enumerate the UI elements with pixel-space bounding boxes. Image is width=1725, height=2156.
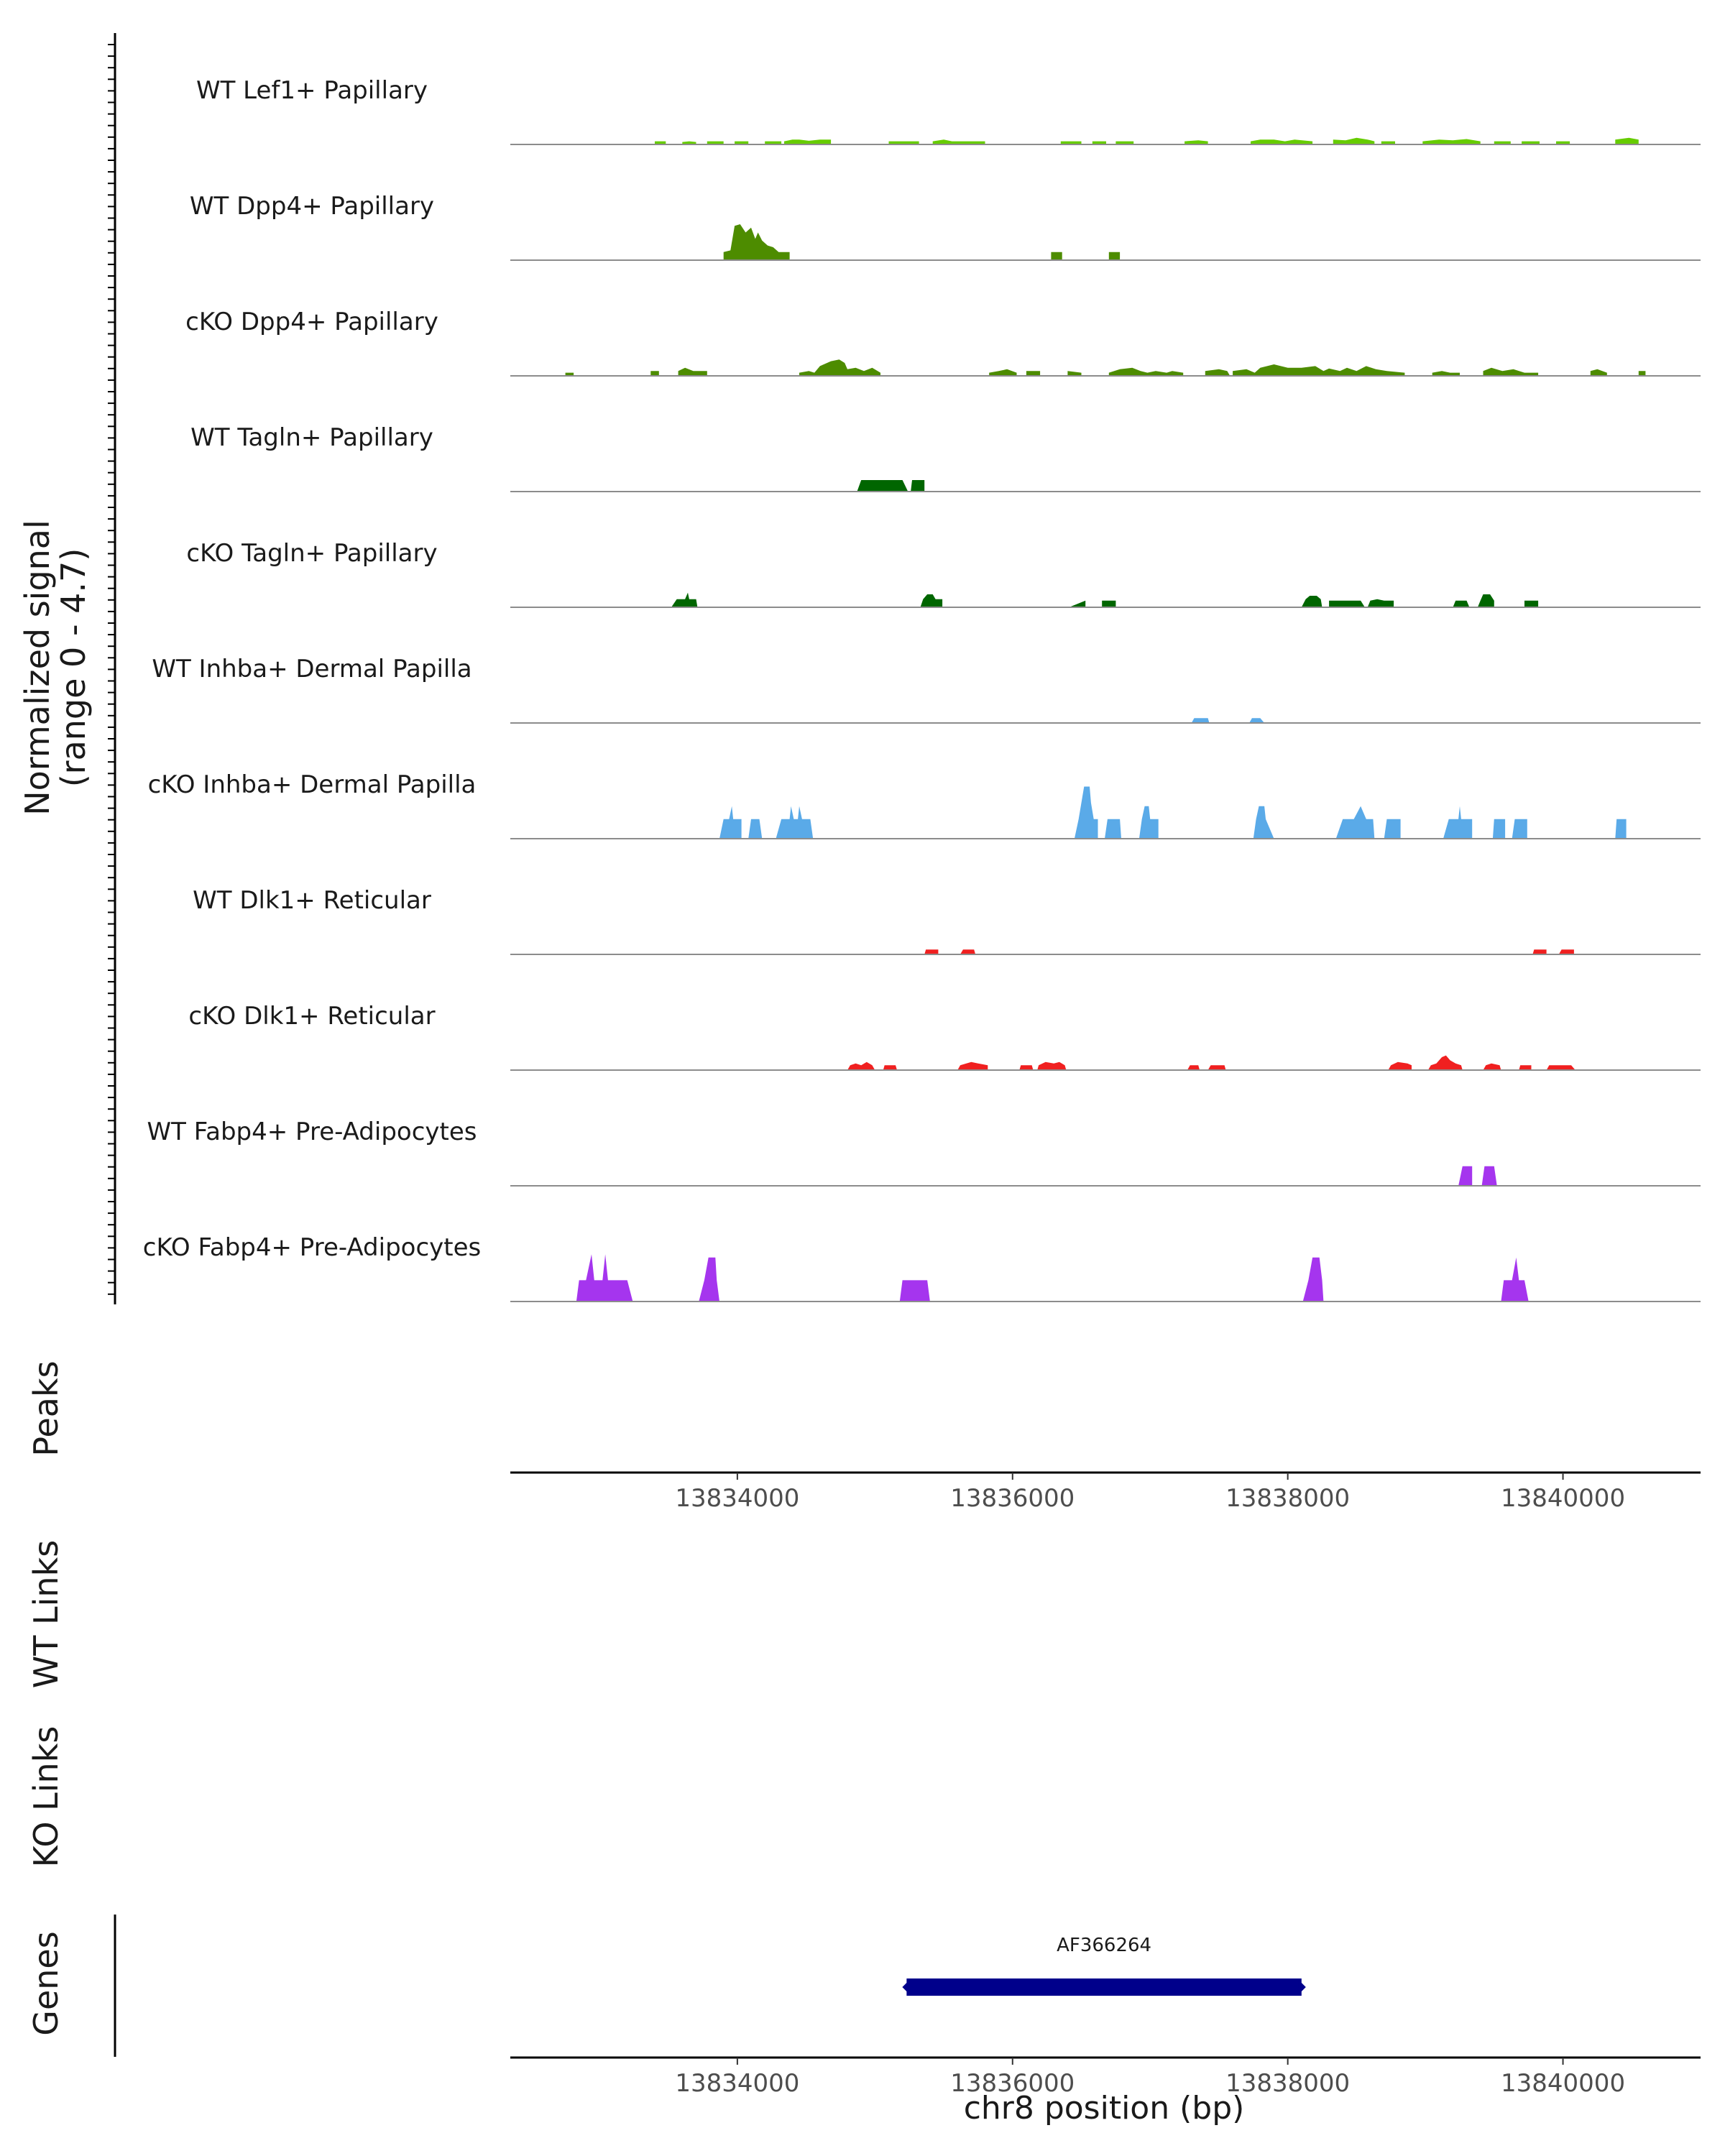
signal-area	[723, 224, 1121, 260]
signal-area	[847, 1055, 1576, 1070]
track-label: cKO Dpp4+ Papillary	[185, 308, 438, 336]
track-3: WT Tagln+ Papillary	[190, 423, 1701, 492]
gene-end-marker	[1298, 1980, 1306, 1994]
gene-body	[906, 1978, 1302, 1996]
signal-area	[719, 786, 1627, 839]
track-4: cKO Tagln+ Papillary	[186, 539, 1701, 608]
track-5: WT Inhba+ Dermal Papilla	[152, 655, 1701, 724]
track-label: cKO Fabp4+ Pre-Adipocytes	[143, 1233, 482, 1262]
gene-0: AF366264	[902, 1935, 1306, 1996]
track-label: WT Dpp4+ Papillary	[190, 192, 434, 221]
signal-area	[565, 359, 1646, 376]
track-1: WT Dpp4+ Papillary	[190, 192, 1701, 261]
gene-start-marker	[902, 1980, 910, 1994]
track-label: WT Tagln+ Papillary	[190, 423, 433, 452]
signal-area	[671, 592, 1539, 607]
peaks-panel-label: Peaks	[27, 1360, 65, 1456]
track-6: cKO Inhba+ Dermal Papilla	[148, 770, 1701, 839]
peaks-x-axis: 13834000 13836000 13838000 13840000	[510, 1471, 1701, 1513]
track-10: cKO Fabp4+ Pre-Adipocytes	[143, 1233, 1701, 1302]
track-label: cKO Inhba+ Dermal Papilla	[148, 770, 477, 799]
signal-area	[1191, 718, 1265, 723]
signal-area	[1458, 1166, 1497, 1186]
track-9: WT Fabp4+ Pre-Adipocytes	[147, 1118, 1701, 1187]
track-2: cKO Dpp4+ Papillary	[185, 308, 1701, 377]
signal-area	[924, 949, 1574, 954]
peaks-x-tick-label: 13840000	[1501, 1484, 1625, 1513]
ko-links-panel-label: KO Links	[27, 1726, 65, 1868]
track-8: cKO Dlk1+ Reticular	[188, 1002, 1701, 1071]
signal-area	[655, 137, 1639, 144]
genes-x-axis: 13834000 13836000 13838000 13840000	[510, 2056, 1701, 2098]
genes-x-tick-label: 13834000	[675, 2069, 799, 2098]
genes-panel-label: Genes	[27, 1931, 65, 2035]
gene-label: AF366264	[1057, 1935, 1151, 1956]
track-label: WT Lef1+ Papillary	[196, 76, 428, 105]
track-label: WT Fabp4+ Pre-Adipocytes	[147, 1118, 477, 1146]
track-label: cKO Dlk1+ Reticular	[188, 1002, 435, 1031]
peaks-x-tick-label: 13834000	[675, 1484, 799, 1513]
signal-area	[576, 1254, 1529, 1302]
track-label: WT Dlk1+ Reticular	[193, 886, 431, 915]
genes-x-tick-label: 13838000	[1225, 2069, 1350, 2098]
track-0: WT Lef1+ Papillary	[196, 76, 1701, 145]
peaks-x-tick-label: 13838000	[1225, 1484, 1350, 1513]
peaks-x-tick-label: 13836000	[950, 1484, 1075, 1513]
x-axis-title: chr8 position (bp)	[964, 2090, 1245, 2127]
genes-x-tick-label: 13836000	[950, 2069, 1075, 2098]
signal-area	[857, 480, 925, 492]
signal-axis-title-line1: Normalized signal	[18, 520, 57, 816]
genes-x-tick-label: 13840000	[1501, 2069, 1625, 2098]
gene-annotation: AF366264	[902, 1935, 1306, 1996]
track-label: cKO Tagln+ Papillary	[186, 539, 437, 568]
track-label: WT Inhba+ Dermal Papilla	[152, 655, 472, 683]
track-7: WT Dlk1+ Reticular	[193, 886, 1701, 955]
signal-axis-title-line2: (range 0 - 4.7)	[54, 548, 93, 788]
signal-tracks: WT Lef1+ Papillary WT Dpp4+ Papillary cKO …	[143, 76, 1701, 1302]
signal-y-axis	[108, 33, 116, 1304]
wt-links-panel-label: WT Links	[27, 1540, 65, 1688]
